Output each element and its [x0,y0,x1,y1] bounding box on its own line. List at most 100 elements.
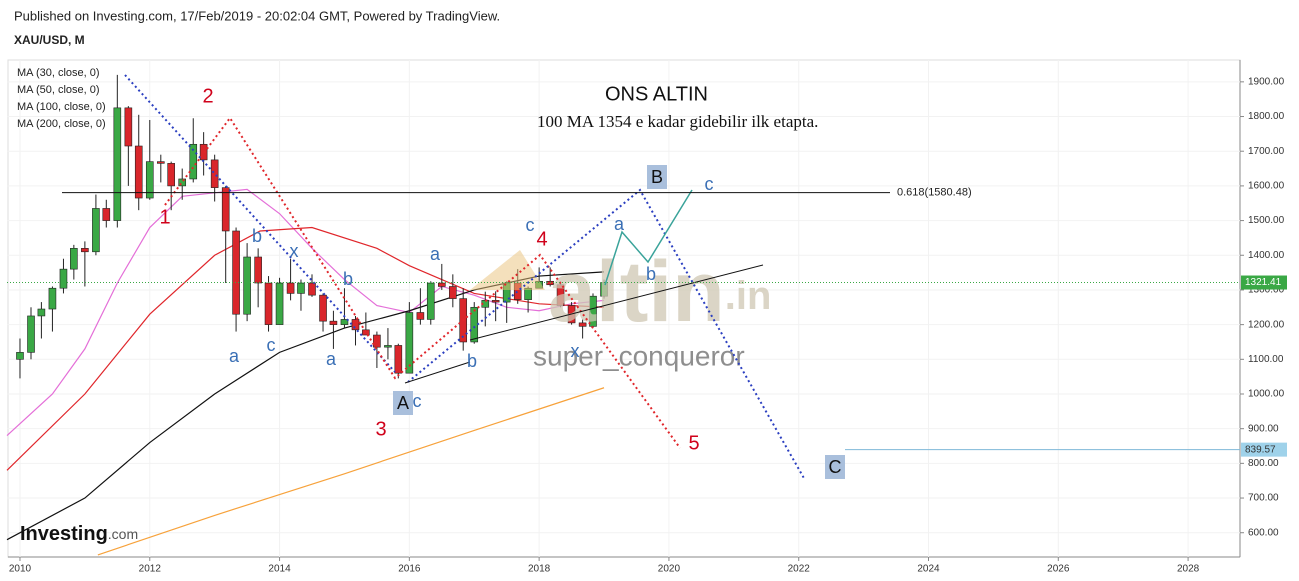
wave-label: B [651,167,663,187]
x-tick-label: 2024 [917,564,940,575]
x-tick-label: 2022 [788,564,811,575]
wave-label: C [829,457,842,477]
candle-body [48,287,57,310]
candle-body [70,248,78,270]
candle-body [437,282,446,287]
wave-label: 4 [536,228,547,250]
wave-label: 5 [688,432,699,454]
chart-title: ONS ALTIN [605,83,708,105]
legend-entry: MA (100, close, 0) [17,101,106,113]
legend-entry: MA (30, close, 0) [17,67,100,79]
wave-label: x [571,341,580,361]
wave-label: c [705,174,714,194]
x-tick-label: 2028 [1177,564,1200,575]
candle-body [232,230,240,315]
candle-body [102,208,111,221]
y-tick-label: 600.00 [1248,527,1279,538]
candle-body [362,329,370,336]
wave-label: A [397,393,409,413]
candle-body [92,208,100,253]
candle-body [405,312,414,374]
wave-label: 1 [159,206,170,228]
y-tick-label: 700.00 [1248,493,1279,504]
wave-label: b [646,264,656,284]
candle-body [556,284,565,306]
candle-body [449,286,457,299]
wave-label: a [229,346,240,366]
symbol: XAU/USD, M [14,33,85,47]
candle-body [264,282,273,325]
wave-drawings [124,74,806,481]
wave-label: 3 [375,418,386,440]
last-price-badge [1241,275,1287,290]
trendline [404,361,471,384]
candle-body [275,282,284,325]
candle-body [157,161,165,164]
projection [604,189,693,286]
candle-body [426,282,435,320]
candle-body [373,334,381,348]
candle-body [81,248,89,253]
y-tick-label: 1900.00 [1248,76,1285,87]
moving-average [97,387,605,556]
candle-body [254,256,262,284]
x-tick-label: 2014 [268,564,291,575]
candle-body [351,319,360,331]
candle-body [470,306,479,343]
x-tick-label: 2018 [528,564,551,575]
candle-body [319,294,327,322]
wave-label: b [343,269,353,289]
brand: Investing.com [20,523,138,545]
candle-body [189,143,198,180]
candle-body [210,159,219,188]
x-tick-label: 2020 [658,564,681,575]
x-tick-label: 2026 [1047,564,1070,575]
candle-body [394,345,403,374]
legend-entry: MA (50, close, 0) [17,84,100,96]
y-tick-label: 1100.00 [1248,354,1284,365]
wave-box [825,455,845,479]
watermark: altin.in [548,244,771,340]
candle-body [243,256,251,315]
y-tick-label: 1700.00 [1248,146,1285,157]
wave-label: a [430,244,441,264]
y-tick-label: 800.00 [1248,458,1279,469]
candle-body [124,107,133,147]
candle-body [16,352,24,360]
x-tick-label: 2012 [139,564,162,575]
watermark-logo [470,250,545,290]
wave-label: b [467,351,477,371]
published-note: Published on Investing.com, 17/Feb/2019 … [14,8,500,23]
wave-label: c [267,335,276,355]
candle-body [167,163,175,187]
wave-label: 2 [202,85,213,107]
target-label: 839.57 [1245,444,1276,455]
trendline [469,264,764,341]
moving-average [6,271,605,541]
y-tick-label: 1300.00 [1248,285,1285,296]
fib-label: 0.618(1580.48) [897,187,972,199]
author: super_conqueror [533,340,745,371]
candle-body [178,178,187,187]
wave-label: b [252,226,262,246]
candle-body [27,315,35,353]
wave-box [647,165,667,189]
wave-label: x [290,241,299,261]
y-tick-label: 1800.00 [1248,111,1285,122]
candle-body [384,345,392,348]
chart-subtitle: 100 MA 1354 e kadar gidebilir ilk etapta… [537,112,818,131]
y-tick-label: 1600.00 [1248,181,1285,192]
candle-body [134,145,143,199]
candle-body [340,319,349,325]
wave-label: c [526,215,535,235]
legend-entry: MA (200, close, 0) [17,118,106,130]
y-tick-label: 1200.00 [1248,319,1285,330]
last-price-label: 1321.41 [1245,277,1282,288]
x-tick-label: 2016 [398,564,421,575]
candle-body [491,300,500,303]
candle-body [329,320,338,325]
candle-body [578,322,587,327]
x-tick-label: 2010 [9,564,32,575]
candle-body [37,308,46,317]
